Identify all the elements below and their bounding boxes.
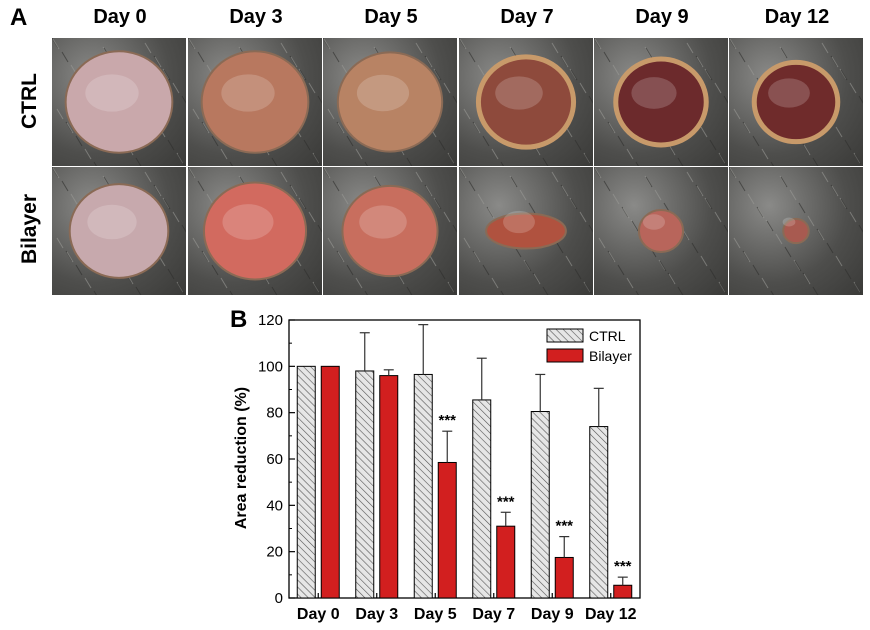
ctrl-bar — [530, 411, 550, 599]
x-tick-label: Day 7 — [472, 606, 515, 623]
significance-annotation: *** — [614, 558, 632, 575]
bilayer-wound-photo-1 — [188, 167, 322, 295]
significance-annotation: *** — [555, 518, 573, 535]
day-header-3: Day 3 — [229, 6, 283, 28]
ctrl-wound-photo-3 — [459, 38, 593, 166]
ctrl-bar — [472, 399, 492, 599]
bilayer-bar — [613, 584, 633, 599]
ctrl-wound-photo-0 — [52, 38, 186, 166]
y-axis-label: Area reduction (%) — [233, 387, 250, 529]
day-header-7: Day 7 — [500, 6, 554, 28]
ctrl-bar — [413, 373, 433, 599]
significance-annotation: *** — [438, 412, 456, 429]
ctrl-wound-photo-1 — [188, 38, 322, 166]
y-tick-label: 60 — [266, 451, 283, 468]
ctrl-wound-photo-5 — [729, 38, 863, 166]
bilayer-bar — [437, 461, 457, 599]
bilayer-bar — [496, 525, 516, 599]
ctrl-bar — [355, 370, 375, 599]
bilayer-wound-photo-3 — [459, 167, 593, 295]
x-tick-label: Day 5 — [414, 606, 457, 623]
day-header-5: Day 5 — [364, 6, 418, 28]
panel-a-letter: A — [10, 4, 28, 31]
panel-b-letter: B — [230, 306, 248, 333]
y-tick-label: 80 — [266, 405, 283, 422]
day-header-0: Day 0 — [93, 6, 147, 28]
bilayer-wound-photo-0 — [52, 167, 186, 295]
y-tick-label: 100 — [258, 358, 283, 375]
x-tick-label: Day 3 — [355, 606, 398, 623]
bilayer-bar — [379, 375, 399, 599]
ctrl-bar — [296, 365, 316, 599]
legend-swatch-bilayer — [546, 348, 584, 363]
legend-swatch-ctrl — [546, 328, 584, 343]
x-tick-label: Day 9 — [531, 606, 574, 623]
ctrl-wound-photo-4 — [594, 38, 728, 166]
bilayer-wound-photo-4 — [594, 167, 728, 295]
x-tick-label: Day 12 — [585, 606, 637, 623]
day-header-12: Day 12 — [764, 6, 830, 28]
y-tick-label: 0 — [275, 590, 283, 607]
y-tick-label: 120 — [258, 312, 283, 329]
y-tick-label: 40 — [266, 497, 283, 514]
bilayer-bar — [554, 556, 574, 599]
bilayer-wound-photo-2 — [323, 167, 457, 295]
ctrl-bar — [589, 426, 609, 599]
significance-annotation: *** — [497, 493, 515, 510]
legend-label-bilayer: Bilayer — [589, 348, 632, 364]
day-header-9: Day 9 — [635, 6, 689, 28]
ctrl-wound-photo-2 — [323, 38, 457, 166]
bilayer-wound-photo-5 — [729, 167, 863, 295]
y-tick-label: 20 — [266, 544, 283, 561]
plot-frame — [288, 319, 641, 599]
x-tick-label: Day 0 — [297, 606, 340, 623]
legend-label-ctrl: CTRL — [589, 328, 626, 344]
bilayer-bar — [320, 365, 340, 599]
